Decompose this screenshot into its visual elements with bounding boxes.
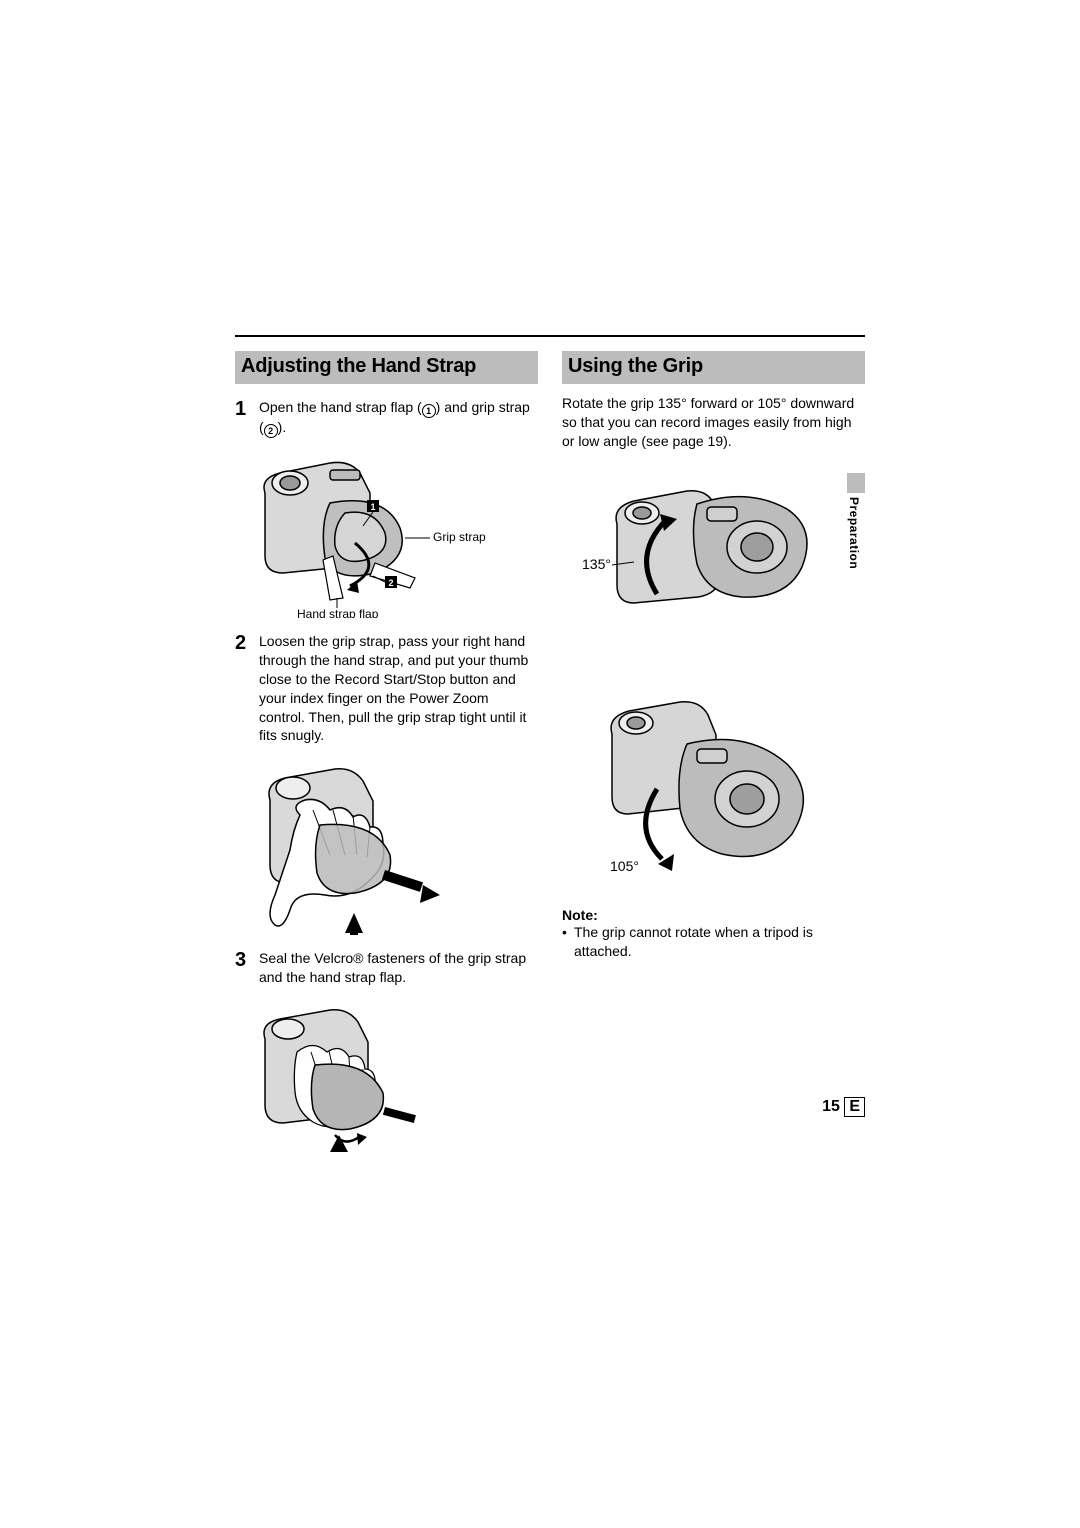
grip-down-illustration: 105° — [562, 689, 852, 889]
bullet-icon: • — [562, 923, 574, 961]
note-heading: Note: — [562, 907, 865, 923]
step-number: 1 — [235, 398, 259, 438]
seal-velcro-illustration — [235, 997, 445, 1157]
grip-intro-text: Rotate the grip 135° forward or 105° dow… — [562, 394, 865, 451]
angle-135-label: 135° — [582, 556, 611, 572]
top-rule — [235, 335, 865, 337]
step-body: Open the hand strap flap (1) and grip st… — [259, 398, 538, 438]
figure-seal-velcro — [235, 997, 538, 1157]
step-text: Open the hand strap flap ( — [259, 399, 422, 415]
circled-2-icon: 2 — [264, 424, 278, 438]
note-body: • The grip cannot rotate when a tripod i… — [562, 923, 865, 961]
page-letter-box: E — [844, 1097, 865, 1117]
figure-grip-105: 105° — [562, 689, 865, 889]
section-side-tab: Preparation — [847, 473, 865, 569]
step-1: 1 Open the hand strap flap (1) and grip … — [235, 398, 538, 438]
right-heading: Using the Grip — [562, 351, 865, 384]
tab-label: Preparation — [847, 497, 861, 569]
step-number: 3 — [235, 949, 259, 987]
circled-1-icon: 1 — [422, 404, 436, 418]
step-number: 2 — [235, 632, 259, 745]
figure-grip-135: 135° — [562, 469, 865, 639]
step-3: 3 Seal the Velcro® fasteners of the grip… — [235, 949, 538, 987]
figure-hand-through-strap — [235, 755, 538, 935]
page-num-value: 15 — [822, 1098, 840, 1115]
step-body: Seal the Velcro® fasteners of the grip s… — [259, 949, 538, 987]
angle-105-label: 105° — [610, 858, 639, 874]
svg-text:2: 2 — [388, 578, 393, 588]
hand-grip-illustration — [235, 755, 465, 935]
hand-strap-flap-label: Hand strap flap — [297, 607, 379, 618]
left-heading: Adjusting the Hand Strap — [235, 351, 538, 384]
two-column-layout: Adjusting the Hand Strap 1 Open the hand… — [235, 351, 865, 1157]
grip-strap-label: Grip strap — [433, 530, 486, 544]
manual-page: Adjusting the Hand Strap 1 Open the hand… — [235, 335, 865, 1157]
step-body: Loosen the grip strap, pass your right h… — [259, 632, 538, 745]
tab-marker — [847, 473, 865, 493]
left-column: Adjusting the Hand Strap 1 Open the hand… — [235, 351, 538, 1157]
step-2: 2 Loosen the grip strap, pass your right… — [235, 632, 538, 745]
page-number: 15 E — [822, 1097, 865, 1117]
svg-text:1: 1 — [370, 502, 375, 512]
right-column: Using the Grip Rotate the grip 135° forw… — [562, 351, 865, 1157]
note-text: The grip cannot rotate when a tripod is … — [574, 923, 865, 961]
camcorder-strap-illustration: 1 2 Grip strap Hand strap flap — [235, 448, 495, 618]
figure-strap-open: 1 2 Grip strap Hand strap flap — [235, 448, 538, 618]
step-text: ). — [278, 419, 287, 435]
grip-forward-illustration: 135° — [562, 469, 852, 639]
